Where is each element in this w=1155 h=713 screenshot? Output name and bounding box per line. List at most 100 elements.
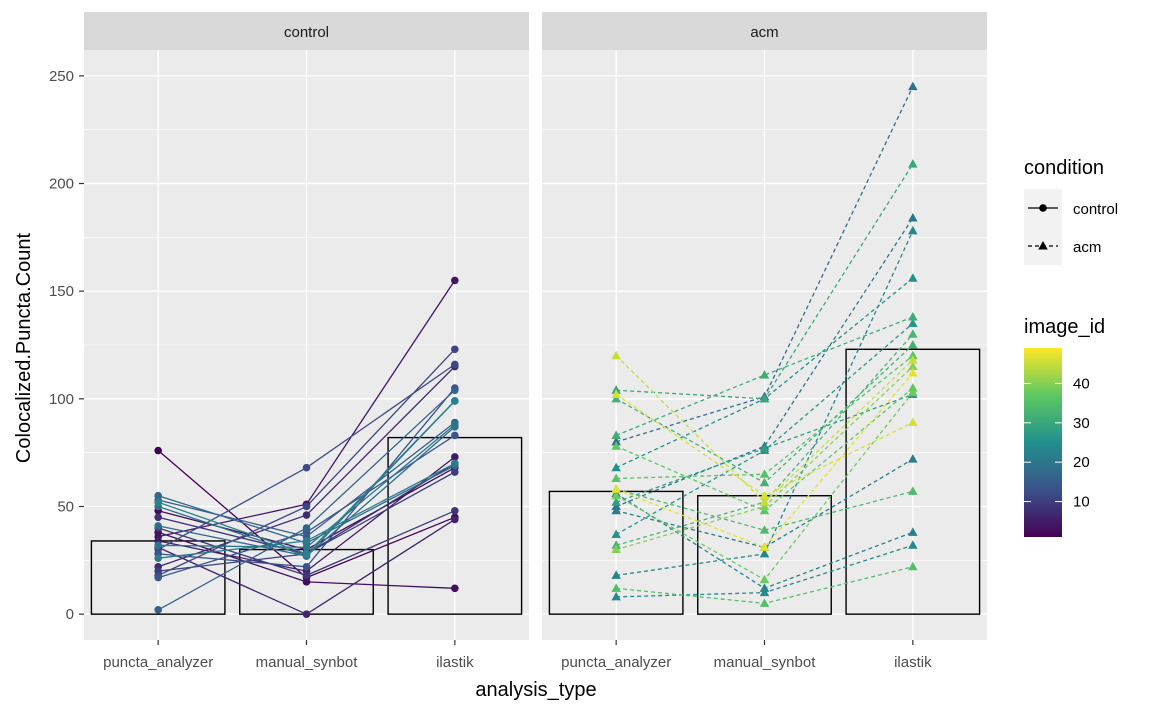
- bar-mean-ilastik: [845, 348, 981, 615]
- strip-label-control: control: [284, 24, 329, 41]
- series-line-image-47: [615, 372, 914, 549]
- point-image-32: [759, 477, 770, 487]
- point-image-3: [302, 578, 311, 586]
- point-image-31: [611, 430, 621, 439]
- point-image-28: [611, 497, 621, 506]
- point-image-22: [908, 527, 918, 536]
- point-image-23: [611, 570, 621, 579]
- x-tick-label: ilastik: [894, 654, 932, 671]
- point-image-22: [154, 498, 162, 506]
- point-image-13: [302, 562, 311, 571]
- strip-acm: [542, 12, 987, 50]
- strip-control: [84, 12, 529, 50]
- point-image-30: [759, 393, 770, 403]
- point-image-6: [451, 515, 459, 524]
- series-line-image-45: [615, 355, 914, 504]
- panels-layer: control puncta_analyzer manual_synbot ilast…: [49, 12, 987, 671]
- point-image-12: [302, 463, 311, 472]
- y-tick-label: 250: [49, 68, 74, 85]
- point-image-14: [154, 573, 162, 582]
- legend-key-control: control: [1024, 189, 1118, 227]
- point-image-47: [759, 542, 770, 551]
- y-tick-label: 50: [57, 498, 74, 515]
- point-image-40: [611, 544, 621, 554]
- series-line-image-34: [616, 488, 913, 531]
- point-image-12: [451, 360, 459, 369]
- point-image-1: [154, 446, 162, 455]
- point-image-18: [908, 81, 918, 91]
- point-image-11: [451, 345, 459, 354]
- point-image-47: [611, 484, 621, 493]
- x-tick-label: ilastik: [436, 654, 474, 671]
- point-image-18: [611, 436, 621, 446]
- legend-key-shape: [1038, 241, 1048, 250]
- point-image-38: [611, 490, 621, 500]
- point-image-38: [759, 574, 770, 584]
- x-tick-label: puncta_analyzer: [103, 654, 213, 671]
- point-image-37: [611, 441, 621, 450]
- point-image-3: [451, 584, 459, 593]
- point-image-28: [759, 443, 770, 452]
- point-image-46: [908, 417, 918, 427]
- point-image-5: [451, 453, 459, 461]
- point-image-20: [451, 420, 459, 429]
- legend-colorbar: 40 30 20 10: [1024, 348, 1090, 537]
- point-image-31: [759, 370, 770, 379]
- point-image-35: [611, 583, 621, 592]
- panel-acm: acm puncta_analyzer manual_synbot ilastik: [542, 12, 987, 671]
- colorbar-gradient: [1024, 348, 1062, 537]
- point-image-21: [451, 459, 459, 468]
- point-image-35: [908, 561, 918, 571]
- point-image-45: [908, 355, 918, 364]
- series-line-image-46: [615, 393, 914, 497]
- point-image-45: [611, 350, 621, 360]
- colorbar-tick-label: 40: [1073, 375, 1090, 392]
- point-image-36: [759, 469, 770, 478]
- point-image-34: [759, 525, 770, 534]
- point-image-36: [611, 473, 621, 483]
- point-image-33: [908, 329, 918, 338]
- point-image-6: [302, 610, 311, 618]
- y-tick-label: 100: [49, 391, 74, 408]
- point-image-20: [611, 501, 621, 510]
- point-image-36: [908, 350, 918, 360]
- point-image-40: [759, 501, 770, 510]
- colorbar-tick-label: 20: [1073, 454, 1090, 471]
- point-image-25: [908, 273, 918, 282]
- point-image-32: [908, 340, 918, 349]
- point-image-14: [451, 431, 459, 440]
- point-image-46: [759, 490, 770, 500]
- legend-key-acm: acm: [1024, 227, 1101, 265]
- point-image-24: [759, 587, 770, 597]
- y-tick-label: 150: [49, 283, 74, 300]
- point-image-22: [759, 583, 770, 592]
- point-image-4: [451, 276, 459, 285]
- x-tick-label: puncta_analyzer: [561, 654, 671, 671]
- x-tick-label: manual_synbot: [714, 654, 817, 671]
- series-line-image-31: [615, 316, 914, 437]
- point-image-38: [908, 387, 918, 396]
- strip-label-acm: acm: [750, 24, 778, 41]
- point-image-16: [451, 386, 459, 395]
- point-image-34: [908, 486, 918, 495]
- point-image-37: [759, 505, 770, 515]
- colorbar-tick-label: 10: [1073, 494, 1090, 511]
- point-image-30: [611, 385, 621, 394]
- point-image-20: [154, 541, 162, 550]
- point-image-22: [451, 397, 459, 405]
- legend-label-acm: acm: [1073, 239, 1101, 256]
- point-image-11: [302, 502, 311, 511]
- y-axis: 0 50 100 150 200 250: [49, 68, 84, 623]
- point-image-32: [611, 393, 621, 403]
- point-image-26: [908, 318, 918, 327]
- point-image-20: [908, 212, 918, 222]
- legend-condition-title: condition: [1024, 157, 1104, 179]
- colorbar-tick-label: 30: [1073, 415, 1090, 432]
- point-image-37: [908, 383, 918, 392]
- point-image-21: [908, 454, 918, 463]
- point-image-24: [611, 591, 621, 601]
- legend-condition-keys: control acm: [1024, 189, 1118, 265]
- point-image-9: [451, 507, 459, 515]
- legend-image-id-title: image_id: [1024, 316, 1105, 338]
- point-image-20: [302, 543, 311, 552]
